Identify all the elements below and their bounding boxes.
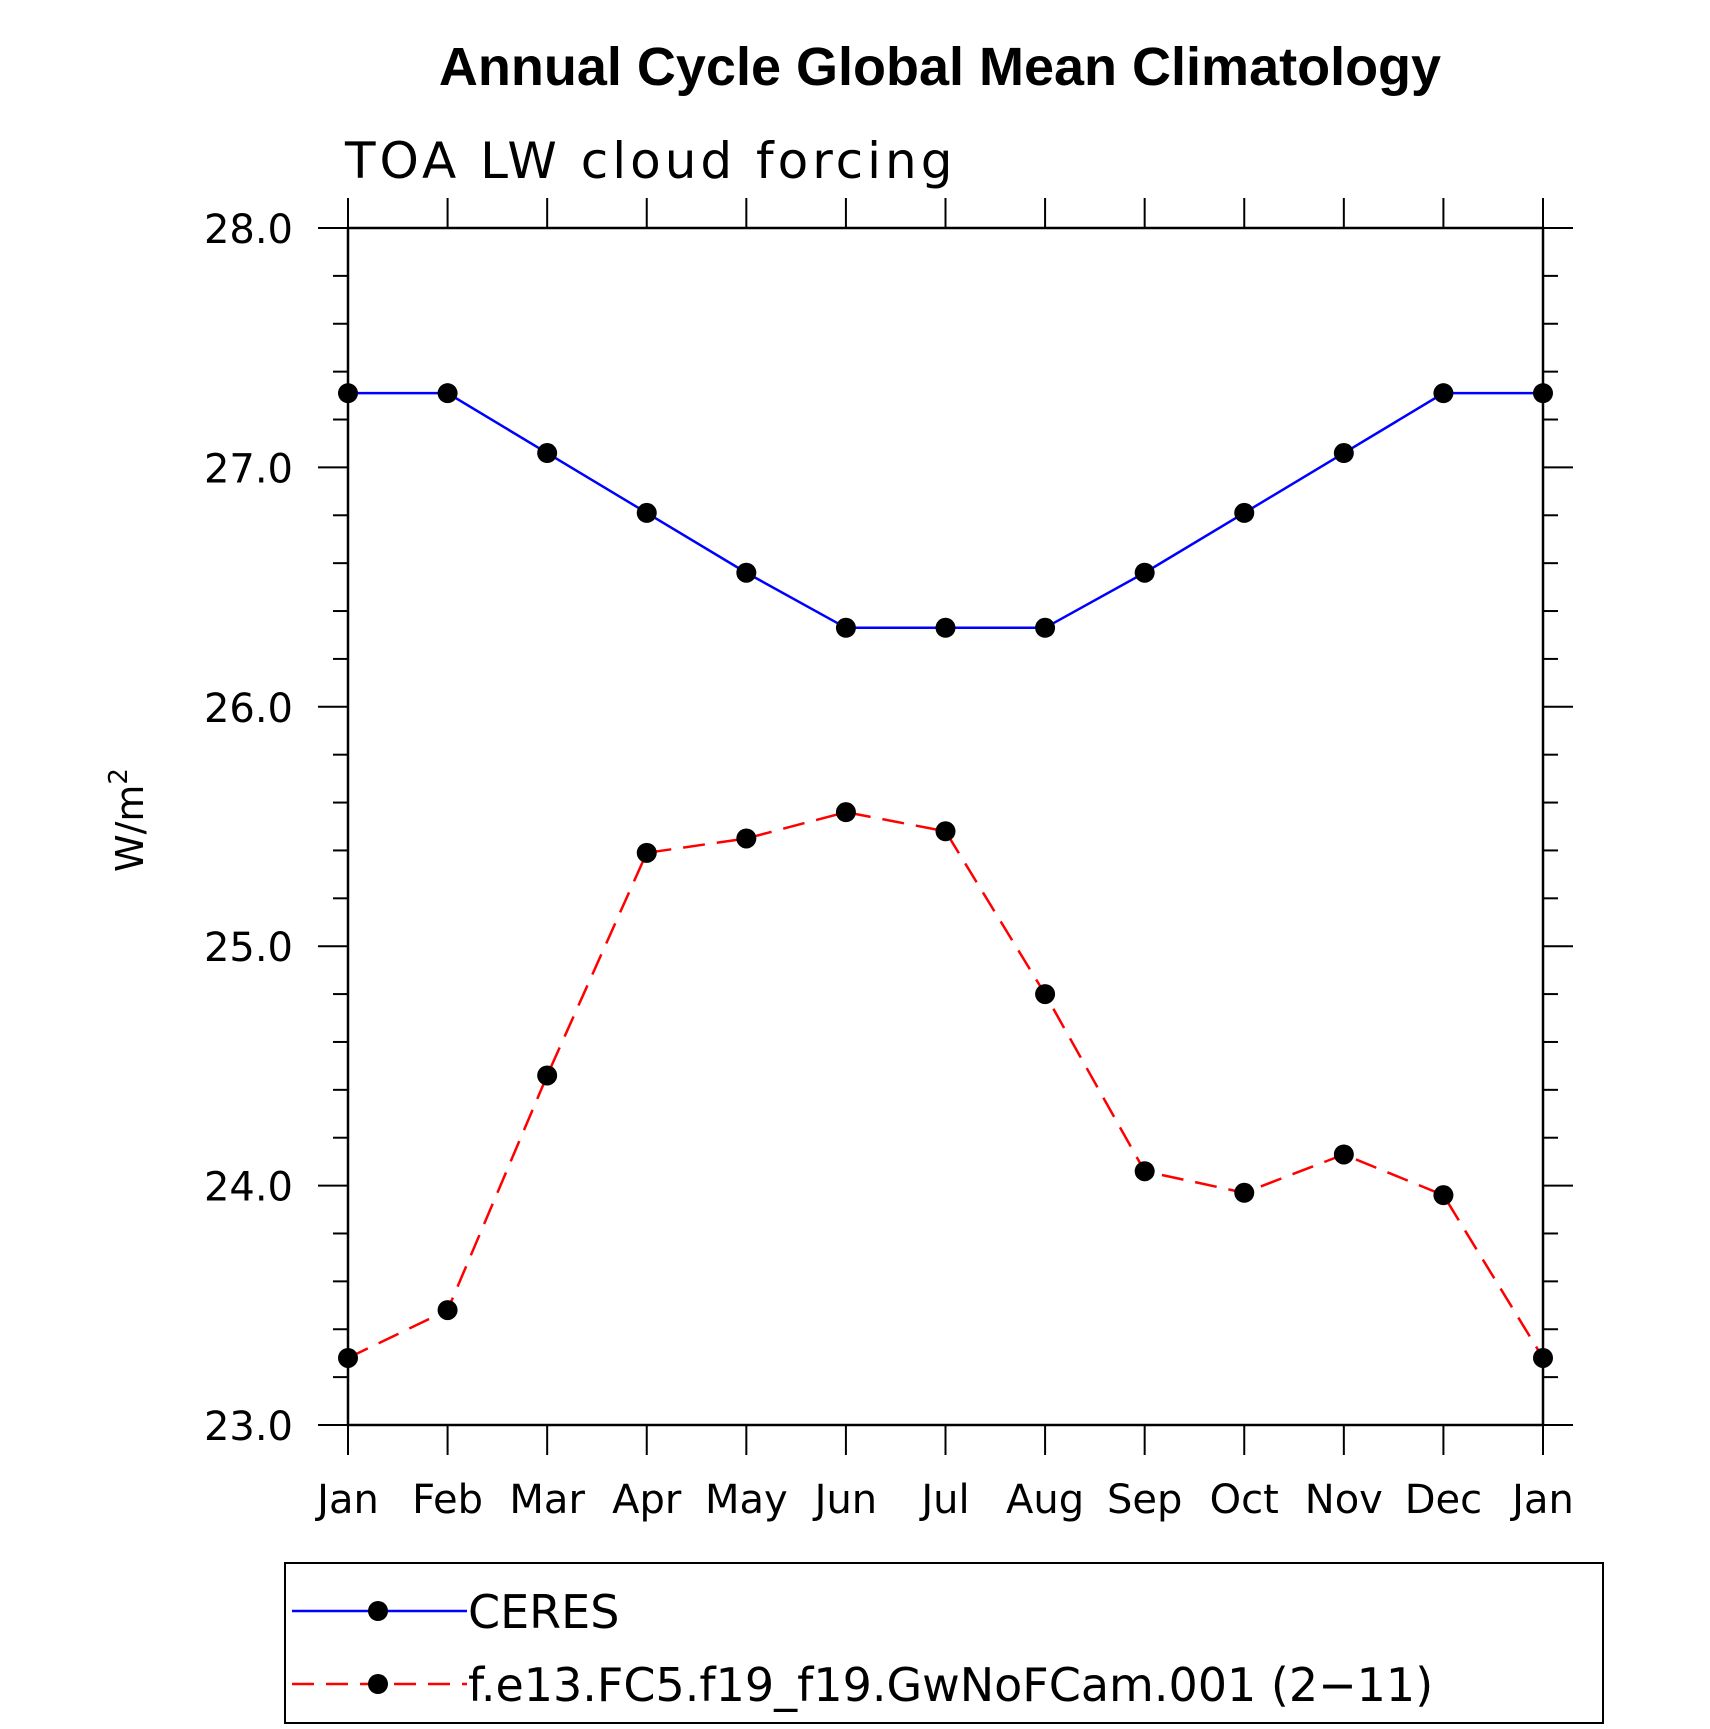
- x-tick-label: May: [705, 1477, 788, 1523]
- data-point: [1533, 383, 1553, 404]
- series-0: [338, 383, 1553, 638]
- data-point: [1533, 1347, 1553, 1368]
- data-point: [1035, 984, 1056, 1005]
- x-axis: Jan Feb Mar Apr May Jun Jul Aug Sep Oct Nov Dec Jan: [314, 198, 1574, 1523]
- chart-subtitle: TOA LW cloud forcing: [344, 132, 956, 190]
- x-tick-label: Dec: [1405, 1477, 1482, 1523]
- x-tick-label: Jan: [314, 1477, 379, 1523]
- svg-text:W/m2: W/m2: [104, 768, 152, 872]
- y-tick-label: 26.0: [204, 686, 293, 732]
- y-tick-label: 24.0: [204, 1165, 293, 1211]
- legend: CERES f.e13.FC5.f19_f19.GwNoFCam.001 (2−…: [284, 1562, 1604, 1724]
- x-tick-label: Jan: [1509, 1477, 1574, 1523]
- y-axis-label-text: W/m: [108, 785, 152, 872]
- legend-box: [284, 1562, 1604, 1724]
- x-tick-label: Jun: [812, 1477, 878, 1523]
- y-axis: 23.0 24.0 25.0 26.0 27.0 28.0: [204, 207, 1573, 1450]
- data-point: [935, 617, 956, 638]
- data-point: [935, 821, 956, 842]
- x-tick-label: Aug: [1006, 1477, 1084, 1523]
- x-tick-label: Oct: [1210, 1477, 1279, 1523]
- data-point: [1035, 617, 1056, 638]
- data-point: [736, 562, 757, 583]
- legend-marker-ceres: [368, 1601, 388, 1621]
- x-tick-label: Mar: [509, 1477, 585, 1523]
- y-tick-label: 25.0: [204, 925, 293, 971]
- x-tick-label: Jul: [918, 1477, 969, 1523]
- y-axis-label-superscript: 2: [104, 768, 134, 785]
- data-point: [437, 383, 458, 404]
- legend-label-model: f.e13.FC5.f19_f19.GwNoFCam.001 (2−11): [468, 1658, 1433, 1712]
- data-point: [338, 383, 358, 404]
- data-point: [1134, 562, 1155, 583]
- data-point: [1433, 1185, 1454, 1206]
- data-point: [1433, 383, 1454, 404]
- legend-label-ceres: CERES: [468, 1585, 619, 1639]
- data-point: [636, 842, 657, 863]
- data-point: [736, 828, 757, 849]
- y-tick-label: 28.0: [204, 207, 293, 253]
- x-tick-label: Nov: [1305, 1477, 1383, 1523]
- data-point: [537, 1065, 558, 1086]
- x-tick-label: Sep: [1107, 1477, 1182, 1523]
- series-1: [338, 802, 1553, 1368]
- y-axis-label: W/m2: [104, 768, 152, 872]
- data-point: [338, 1347, 358, 1368]
- data-point: [1134, 1161, 1155, 1182]
- data-point: [835, 802, 856, 823]
- data-point: [437, 1300, 458, 1321]
- series-line: [347, 810, 1545, 1360]
- chart-title: Annual Cycle Global Mean Climatology: [439, 37, 1441, 97]
- series-line: [348, 391, 1543, 630]
- x-tick-label: Feb: [412, 1477, 483, 1523]
- data-point: [537, 443, 558, 464]
- data-point: [1333, 443, 1354, 464]
- data-point: [835, 617, 856, 638]
- data-point: [1333, 1144, 1354, 1165]
- y-tick-label: 23.0: [204, 1404, 293, 1450]
- data-point: [636, 502, 657, 523]
- x-tick-label: Apr: [612, 1477, 682, 1523]
- series-layer: [338, 383, 1553, 1368]
- y-tick-label: 27.0: [204, 446, 293, 492]
- data-point: [1234, 502, 1255, 523]
- legend-marker-model: [368, 1674, 388, 1694]
- data-point: [1234, 1182, 1255, 1203]
